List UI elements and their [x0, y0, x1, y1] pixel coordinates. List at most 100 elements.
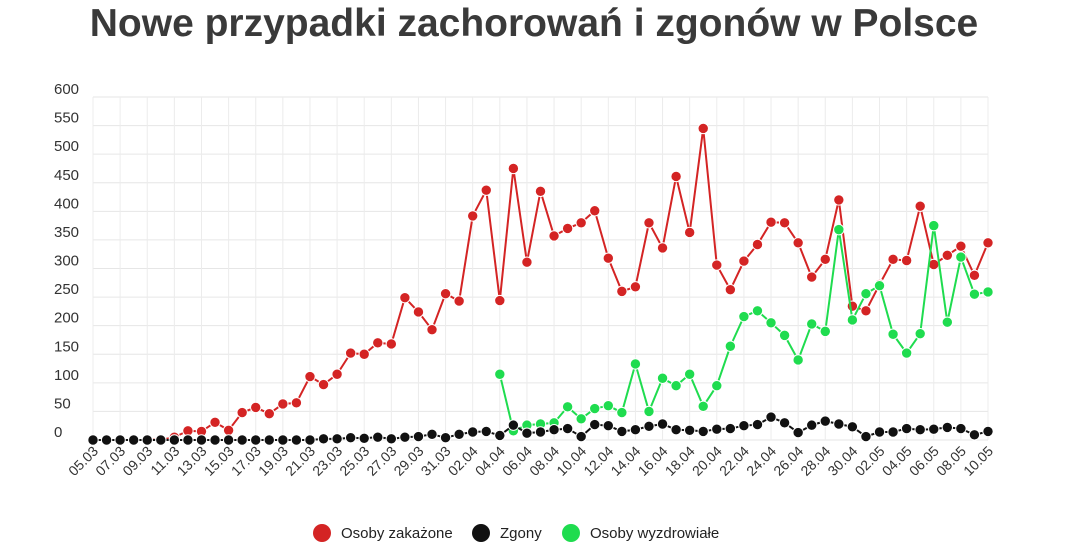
data-point [887, 328, 899, 340]
data-point [222, 424, 235, 436]
data-point [765, 411, 777, 423]
data-point [534, 185, 547, 198]
data-point [344, 347, 357, 359]
data-point [765, 216, 777, 228]
x-tick-label: 02.04 [445, 443, 481, 479]
data-point [385, 433, 398, 445]
data-point [697, 425, 709, 438]
data-point [941, 316, 954, 328]
y-tick-label: 450 [54, 167, 79, 184]
data-point [792, 426, 804, 439]
legend-label: Zgony [500, 525, 542, 542]
data-point [548, 230, 560, 242]
data-point [629, 424, 642, 436]
data-point [521, 256, 533, 268]
data-point [982, 286, 994, 298]
x-tick-label: 08.04 [526, 443, 562, 479]
data-point [575, 413, 587, 425]
data-point [494, 368, 506, 380]
data-point [236, 434, 248, 446]
data-point [833, 223, 845, 236]
data-point [344, 432, 357, 444]
data-point [656, 418, 669, 430]
data-point [548, 424, 560, 436]
data-point [697, 122, 709, 135]
grid-lines [92, 96, 989, 441]
data-point [372, 431, 384, 443]
data-point [250, 401, 262, 414]
legend-item: Osoby zakażone [313, 524, 453, 542]
data-point [209, 416, 221, 428]
data-point [263, 408, 275, 420]
data-point [955, 422, 967, 435]
data-point [900, 422, 913, 435]
data-point [982, 237, 994, 249]
legend-label: Osoby wyzdrowiałe [590, 525, 719, 542]
data-point [480, 184, 492, 196]
x-tick-label: 10.05 [960, 443, 996, 479]
y-axis: 0 50 100 150 200 250 300 350 400 450 500 550 600 [54, 81, 79, 441]
data-point [277, 398, 289, 410]
data-point [426, 428, 438, 440]
x-tick-label: 18.04 [662, 443, 698, 479]
data-point [494, 294, 506, 307]
data-point [561, 422, 574, 435]
data-point [914, 200, 926, 212]
data-point [412, 430, 425, 443]
data-point [589, 402, 601, 415]
x-tick-label: 02.05 [852, 443, 888, 479]
data-point [643, 217, 655, 229]
x-tick-label: 27.03 [363, 443, 399, 479]
legend-item: Zgony [472, 524, 542, 542]
x-tick-label: 06.04 [499, 443, 535, 479]
data-point [209, 434, 221, 446]
data-point [738, 255, 750, 267]
data-point [439, 432, 452, 444]
data-point [968, 429, 981, 441]
x-tick-label: 25.03 [336, 443, 372, 479]
data-point [453, 428, 465, 440]
series-deaths [87, 411, 994, 446]
data-point [100, 434, 113, 446]
data-point [372, 337, 384, 349]
data-point [317, 433, 330, 445]
x-tick-label: 30.04 [824, 443, 860, 479]
data-point [833, 418, 845, 430]
data-point [304, 370, 316, 383]
data-point [494, 429, 506, 442]
x-tick-label: 11.03 [147, 443, 183, 479]
x-tick-label: 17.03 [228, 443, 264, 479]
y-tick-label: 200 [54, 310, 79, 327]
x-tick-label: 09.03 [119, 443, 155, 479]
data-point [670, 424, 682, 436]
data-point [480, 425, 492, 438]
x-tick-label: 05.03 [65, 443, 101, 479]
data-point [900, 254, 913, 267]
series-layer [87, 122, 994, 446]
data-point [439, 287, 452, 300]
data-point [507, 419, 520, 431]
data-point [277, 434, 289, 446]
data-point [317, 378, 330, 391]
data-point [616, 285, 628, 298]
x-tick-label: 15.03 [201, 443, 237, 479]
y-tick-label: 150 [54, 338, 79, 355]
data-point [914, 424, 926, 436]
legend-item: Osoby wyzdrowiałe [562, 524, 719, 542]
y-tick-label: 300 [54, 253, 79, 270]
data-point [887, 426, 899, 438]
data-point [806, 271, 818, 283]
data-point [602, 400, 615, 412]
x-tick-label: 06.05 [906, 443, 942, 479]
data-point [887, 253, 899, 266]
data-point [711, 379, 723, 392]
data-point [778, 417, 791, 429]
data-point [914, 327, 926, 340]
data-point [412, 306, 425, 318]
data-point [155, 434, 167, 446]
data-point [982, 425, 994, 438]
data-point [426, 323, 438, 336]
data-point [399, 431, 411, 443]
